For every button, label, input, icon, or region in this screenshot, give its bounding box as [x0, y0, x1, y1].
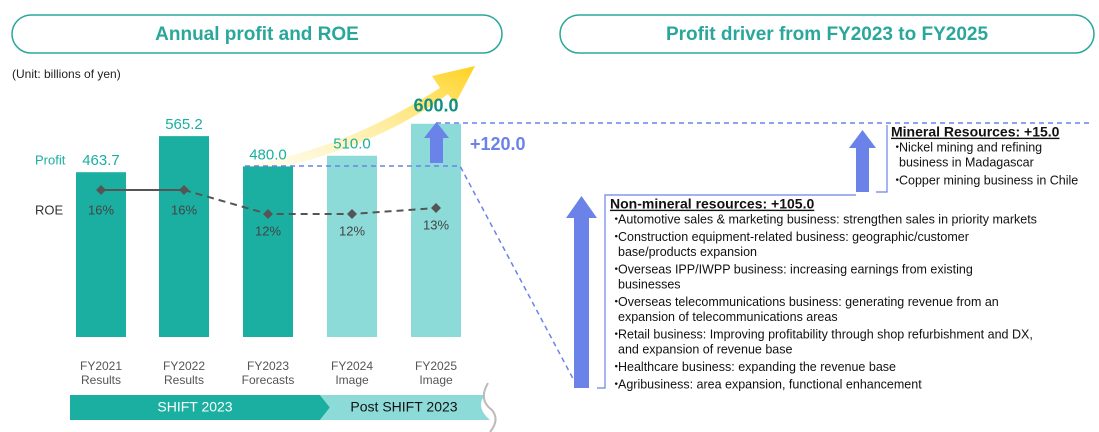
item-text: Nickel mining and refining: [899, 140, 1042, 154]
value-label: 600.0: [413, 96, 458, 116]
roe-label: 16%: [171, 202, 197, 217]
x-tick-label: FY2023: [247, 359, 289, 373]
growth-arrow: [250, 66, 475, 172]
item-text: Overseas IPP/IWPP business: increasing e…: [618, 262, 973, 276]
title-pill: [559, 14, 1095, 54]
item-text: Construction equipment-related business:…: [618, 230, 969, 244]
bracket: [876, 125, 888, 193]
series-name: Profit: [35, 153, 66, 168]
x-tick-sublabel: Image: [335, 373, 369, 387]
unit-note: (Unit: billions of yen): [12, 67, 121, 81]
item-text: business in Madagascar: [899, 155, 1034, 169]
bracket: [597, 194, 856, 389]
bullet: ・: [891, 140, 904, 154]
x-tick-sublabel: Forecasts: [242, 373, 295, 387]
x-tick-label: FY2022: [163, 359, 205, 373]
roe-label: 16%: [88, 202, 114, 217]
item-text: and expansion of revenue base: [618, 342, 792, 356]
value-label: 480.0: [249, 146, 287, 163]
value-label: 463.7: [82, 152, 120, 169]
item-text: Copper mining business in Chile: [899, 173, 1078, 187]
group-heading: Mineral Resources: +15.0: [891, 124, 1060, 140]
item-text: Retail business: Improving profitability…: [618, 327, 1033, 341]
bullet: ・: [610, 360, 623, 374]
value-label: 510.0: [333, 136, 371, 153]
driver-arrow: [566, 196, 597, 388]
roe-label: 13%: [423, 217, 449, 232]
x-tick-sublabel: Image: [419, 373, 453, 387]
bar: [327, 155, 377, 337]
phase-label: SHIFT 2023: [157, 399, 232, 415]
x-tick-label: FY2024: [331, 359, 373, 373]
item-text: Automotive sales & marketing business: s…: [618, 212, 1037, 226]
roe-marker: [347, 209, 357, 219]
item-text: base/products expansion: [618, 245, 757, 259]
x-tick-sublabel: Results: [164, 373, 204, 387]
bullet: ・: [610, 230, 623, 244]
value-label: 565.2: [165, 116, 203, 133]
roe-line: [183, 189, 437, 215]
title-pill: [11, 14, 503, 54]
bullet: ・: [610, 262, 623, 276]
annotation: +120.0: [470, 134, 526, 154]
phase-band: [320, 395, 490, 420]
roe-marker: [263, 209, 273, 219]
break-mark: [482, 382, 497, 432]
bullet: ・: [610, 295, 623, 309]
phase-band: [70, 395, 330, 420]
panel-title: Profit driver from FY2023 to FY2025: [666, 24, 988, 45]
group-heading: Non-mineral resources: +105.0: [610, 196, 814, 212]
guide-line: [245, 165, 579, 389]
x-tick-label: FY2025: [415, 359, 457, 373]
phase-label: Post SHIFT 2023: [350, 399, 457, 415]
increase-arrow: [424, 122, 449, 163]
bar: [159, 136, 209, 337]
driver-arrow: [849, 130, 876, 192]
x-tick-label: FY2021: [80, 359, 122, 373]
item-text: Healthcare business: expanding the reven…: [618, 360, 896, 374]
bar: [243, 166, 293, 337]
bar: [76, 172, 126, 337]
item-text: expansion of telecommunications areas: [618, 310, 838, 324]
roe-marker: [431, 203, 441, 213]
roe-marker: [179, 185, 189, 195]
series-name: ROE: [35, 202, 64, 217]
roe-marker: [96, 185, 106, 195]
chart-title: Annual profit and ROE: [155, 24, 359, 45]
bullet: ・: [891, 173, 904, 187]
roe-label: 12%: [339, 223, 365, 238]
item-text: businesses: [618, 277, 681, 291]
x-tick-sublabel: Results: [81, 373, 121, 387]
bullet: ・: [610, 377, 623, 391]
item-text: Overseas telecommunications business: ge…: [618, 295, 999, 309]
roe-label: 12%: [255, 223, 281, 238]
bullet: ・: [610, 212, 623, 226]
bullet: ・: [610, 327, 623, 341]
item-text: Agribusiness: area expansion, functional…: [618, 377, 922, 391]
